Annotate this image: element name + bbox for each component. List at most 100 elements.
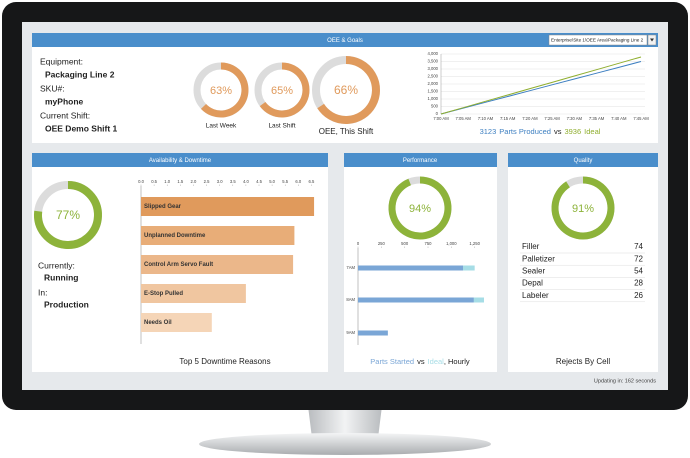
- x-tick-label: 1.0: [164, 179, 170, 184]
- gauge-arc: [551, 176, 615, 240]
- y-tick-label: 1,000: [428, 96, 439, 101]
- stand-neck: [308, 406, 382, 438]
- x-tick-label: 3.0: [217, 179, 223, 184]
- y-tick-label: 2,500: [428, 74, 439, 79]
- caption-part: vs: [417, 357, 425, 366]
- x-tick-label: 7:05 AM: [456, 116, 472, 121]
- table-cell: Filler: [522, 242, 540, 251]
- bar: [358, 265, 463, 271]
- y-tick-label: 3,000: [428, 66, 439, 71]
- bar: [358, 330, 388, 336]
- table-cell: 74: [634, 242, 643, 251]
- panel-title: Performance: [403, 158, 438, 164]
- x-tick-label: 750: [425, 241, 433, 246]
- gauge-arc: [317, 56, 380, 124]
- panel-title: OEE & Goals: [327, 38, 363, 44]
- chart-title: Top 5 Downtime Reasons: [179, 357, 270, 366]
- bar-label: Unplanned Downtime: [144, 233, 206, 239]
- panel-header: [508, 153, 658, 167]
- info-value: myPhone: [45, 96, 84, 106]
- y-tick-label: 2,000: [428, 81, 439, 86]
- legend-entry: Ideal: [428, 357, 445, 366]
- table-cell: Sealer: [522, 267, 545, 276]
- caption-part: 3123: [480, 127, 497, 136]
- x-tick-label: 5.0: [269, 179, 275, 184]
- info-label: SKU#:: [40, 83, 65, 93]
- gauge-label: Last Week: [206, 123, 237, 130]
- y-tick-label: 8AM: [346, 297, 355, 302]
- x-tick-label: 6.5: [309, 179, 315, 184]
- x-tick-label: 1,000: [446, 241, 457, 246]
- gauge-label: OEE, This Shift: [319, 127, 374, 136]
- status-value: Production: [44, 299, 89, 309]
- table-cell: 54: [634, 267, 643, 276]
- bar: [358, 297, 474, 303]
- bar-label: E-Stop Pulled: [144, 291, 183, 297]
- chart-caption: 3123 Parts Produced vs 3936 Ideal: [480, 127, 601, 136]
- x-tick-label: 5.5: [282, 179, 288, 184]
- gauge-value: 63%: [210, 85, 232, 97]
- status-value: Running: [44, 272, 78, 282]
- panel-header: [32, 33, 658, 47]
- gauge-arc: [388, 176, 452, 240]
- selector[interactable]: [548, 34, 648, 46]
- gauge-value: 65%: [271, 85, 293, 97]
- panel: [508, 153, 658, 372]
- bar: [141, 197, 315, 216]
- status-label: Currently:: [38, 260, 75, 270]
- panel: [344, 153, 497, 372]
- x-tick-label: 7:30 AM: [567, 116, 583, 121]
- caption-part: 3936: [564, 127, 581, 136]
- y-tick-label: 4,000: [428, 51, 439, 56]
- x-tick-label: 4.0: [243, 179, 249, 184]
- table-caption: Rejects By Cell: [556, 357, 610, 366]
- x-tick-label: 250: [378, 241, 386, 246]
- gauge-arc: [200, 62, 249, 118]
- table-cell: 72: [634, 254, 643, 263]
- x-tick-label: 7:00 AM: [433, 116, 449, 121]
- bar-label: Needs Oil: [144, 320, 172, 326]
- table-cell: 26: [634, 291, 643, 300]
- y-tick-label: 7AM: [346, 265, 355, 270]
- selector-arrow: [650, 38, 654, 42]
- x-tick-label: 4.5: [256, 179, 262, 184]
- table-cell: 28: [634, 279, 643, 288]
- x-tick-label: 500: [401, 241, 409, 246]
- x-tick-label: 2.5: [204, 179, 210, 184]
- gauge-value: 94%: [409, 203, 431, 215]
- x-tick-label: 7:15 AM: [500, 116, 516, 121]
- status-label: In:: [38, 287, 47, 297]
- x-tick-label: 0: [357, 241, 360, 246]
- line-series: [440, 56, 642, 115]
- y-tick-label: 0: [436, 111, 439, 116]
- caption-part: , Hourly: [444, 357, 470, 366]
- gauge-label: Last Shift: [268, 123, 295, 130]
- gauge-value: 91%: [572, 203, 594, 215]
- x-tick-label: 7:25 AM: [544, 116, 560, 121]
- panel-title: Availability & Downtime: [149, 158, 212, 164]
- y-tick-label: 9AM: [346, 330, 355, 335]
- info-label: Equipment:: [40, 56, 83, 66]
- stand-base: [199, 433, 491, 455]
- table-cell: Labeler: [522, 291, 549, 300]
- caption-part: Parts Produced: [499, 127, 551, 136]
- selector-text: Enterprise\Site 1\OEE Area\Packaging Lin…: [551, 38, 644, 43]
- bar: [141, 313, 212, 332]
- caption-part: vs: [554, 127, 562, 136]
- table-cell: Palletizer: [522, 254, 555, 263]
- line-series: [440, 61, 642, 115]
- x-tick-label: 3.5: [230, 179, 236, 184]
- x-tick-label: 2.0: [191, 179, 197, 184]
- bar-label: Slipped Gear: [144, 204, 182, 210]
- panel-header: [344, 153, 497, 167]
- gauge-arc: [259, 62, 310, 118]
- x-tick-label: 0.0: [138, 179, 144, 184]
- info-label: Current Shift:: [40, 110, 90, 120]
- bar: [141, 226, 295, 245]
- footer: Updating in: 162 seconds: [594, 378, 656, 384]
- caption-part: Ideal: [584, 127, 601, 136]
- gauge-value: 66%: [334, 83, 358, 97]
- bar: [141, 284, 246, 303]
- x-tick-label: 7:35 AM: [589, 116, 605, 121]
